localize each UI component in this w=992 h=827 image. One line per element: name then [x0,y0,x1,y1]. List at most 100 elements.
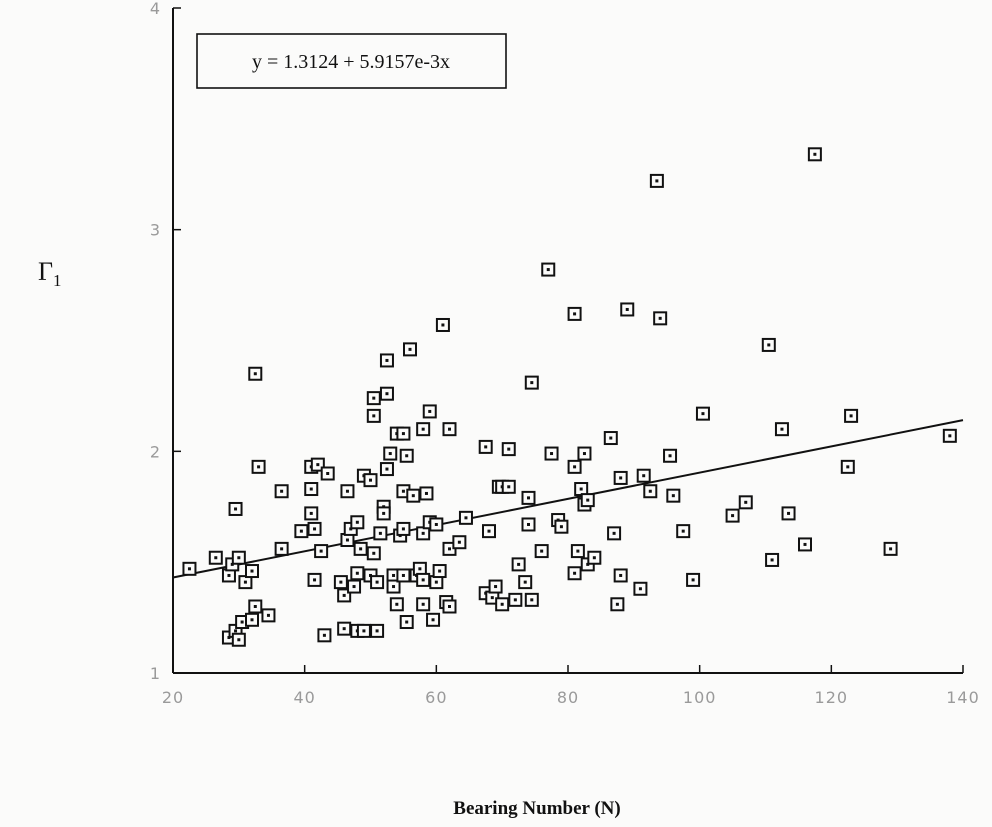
data-point [320,466,335,481]
data-point [432,564,447,579]
data-point [738,495,753,510]
data-point [518,575,533,590]
data-point [610,597,625,612]
data-point [774,422,789,437]
data-point [844,408,859,423]
data-point [511,557,526,572]
data-point [399,448,414,463]
data-point [416,572,431,587]
data-point [307,572,322,587]
data-point [426,612,441,627]
data-point [333,575,348,590]
data-point [649,173,664,188]
data-point [663,448,678,463]
data-point [399,615,414,630]
data-point [396,521,411,536]
x-tick-label: 100 [683,688,717,707]
data-points [182,147,957,647]
data-point [577,446,592,461]
x-tick-label: 140 [946,688,980,707]
data-point [386,579,401,594]
data-point [570,544,585,559]
data-point [633,581,648,596]
data-point [274,484,289,499]
data-point [370,575,385,590]
data-point [208,550,223,565]
data-point [607,526,622,541]
data-point [435,317,450,332]
data-point [458,510,473,525]
data-point [379,353,394,368]
data-point [521,517,536,532]
y-tick-label: 1 [150,664,161,683]
data-point [501,442,516,457]
y-tick-label: 4 [150,0,161,18]
data-point [541,262,556,277]
regression-line [172,419,964,579]
data-point [363,473,378,488]
y-axis-label-subscript: 1 [53,271,62,290]
x-tick-label: 120 [815,688,849,707]
data-point [373,526,388,541]
regression-equation: y = 1.3124 + 5.9157e-3x [252,51,450,73]
data-point [495,597,510,612]
data-point [554,519,569,534]
data-point [501,479,516,494]
data-point [379,386,394,401]
data-point [294,524,309,539]
data-point [695,406,710,421]
y-axis-label-symbol: Γ [38,257,53,286]
data-point [403,342,417,357]
data-point [508,592,523,607]
data-point [366,546,381,561]
data-point [725,508,740,523]
data-point [274,541,289,556]
data-point [245,612,259,627]
data-point [304,482,319,497]
data-point [587,550,602,565]
data-point [383,446,398,461]
data-point [761,337,776,352]
data-point [613,470,628,485]
data-point [666,488,681,503]
x-tick-label: 20 [162,688,184,707]
data-point [478,439,493,454]
data-point [798,537,812,552]
data-point [840,459,855,474]
data-point [942,428,957,443]
data-point [350,566,365,581]
data-point [238,575,253,590]
x-tick-label: 80 [557,688,579,707]
data-point [676,524,691,539]
data-point [429,517,444,532]
x-tick-label: 60 [425,688,447,707]
data-point [442,422,457,437]
data-point [307,521,322,536]
data-point [580,493,595,508]
data-point [370,623,385,638]
data-point [442,599,457,614]
data-point [366,391,381,406]
data-point [353,541,368,556]
data-point [544,446,559,461]
data-point [807,147,822,162]
data-point [482,524,496,539]
data-point [452,535,467,550]
data-point [883,541,898,556]
data-point [620,302,635,317]
data-point [261,608,276,623]
y-axis-label: Γ1 [38,257,62,290]
axes: 20 40 60 80 100 120 140 1 2 3 4 [150,0,980,707]
data-point [389,597,404,612]
data-point [396,568,411,583]
y-tick-label: 3 [150,221,161,240]
data-point [376,506,391,521]
data-point [347,579,362,594]
data-point [488,579,503,594]
data-point [643,484,658,499]
data-point [781,506,796,521]
data-point [182,561,197,576]
data-point [366,408,381,423]
